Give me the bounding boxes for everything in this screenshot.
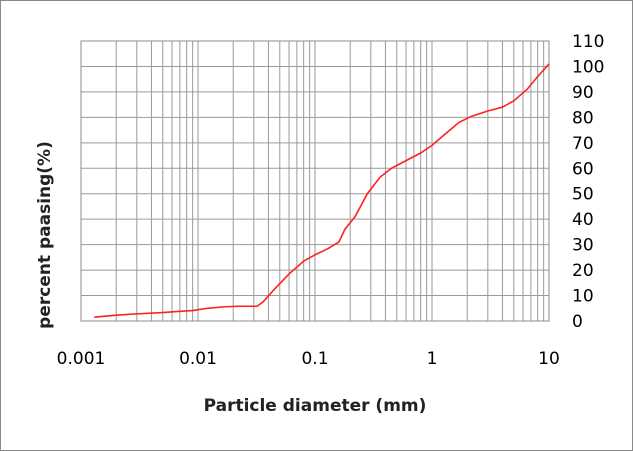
x-tick-label: 0.1 (301, 349, 328, 369)
y-tick-label: 90 (572, 83, 594, 103)
grid-lines (80, 40, 550, 322)
y-tick-label: 70 (572, 134, 594, 154)
plot-area (80, 40, 550, 322)
y-tick-label: 30 (572, 236, 594, 256)
x-tick-label: 1 (427, 349, 438, 369)
x-axis-title: Particle diameter (mm) (204, 396, 427, 416)
y-tick-label: 100 (572, 57, 604, 77)
y-tick-label: 40 (572, 210, 594, 230)
x-tick-label: 0.01 (179, 349, 217, 369)
x-tick-label: 10 (538, 349, 560, 369)
y-tick-label: 10 (572, 287, 594, 307)
y-axis-title: percent paasing(%) (35, 141, 55, 329)
series-line (94, 63, 550, 318)
y-tick-label: 20 (572, 261, 594, 281)
y-tick-label: 0 (572, 312, 583, 332)
x-tick-label: 0.001 (57, 349, 106, 369)
y-tick-label: 50 (572, 185, 594, 205)
y-tick-label: 110 (572, 32, 604, 52)
y-tick-label: 80 (572, 108, 594, 128)
y-tick-label: 60 (572, 159, 594, 179)
